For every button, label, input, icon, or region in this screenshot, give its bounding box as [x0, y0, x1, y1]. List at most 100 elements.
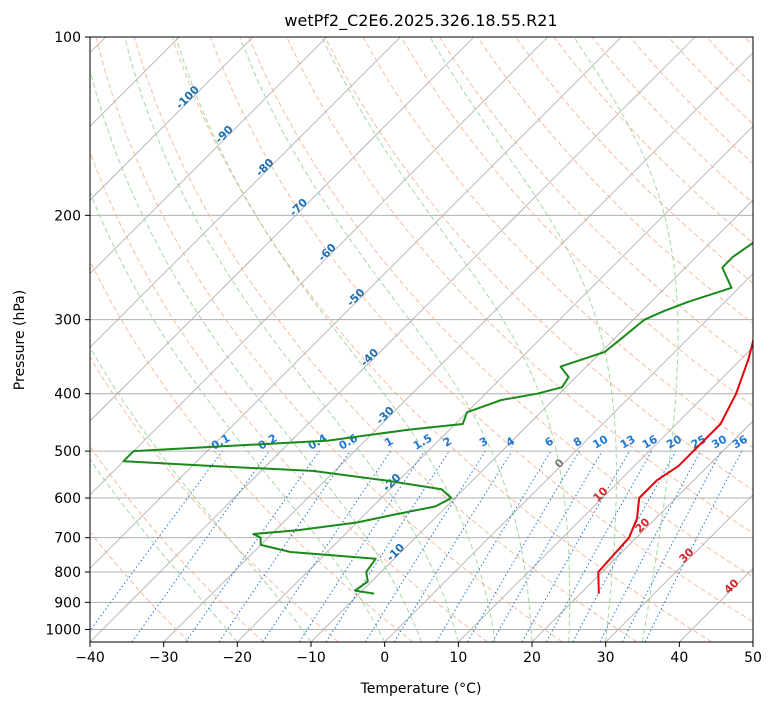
x-tick-label: −20: [223, 650, 253, 666]
isotherm-line: [605, 494, 753, 642]
x-tick-label: −10: [296, 650, 326, 666]
isotherm-line: [90, 37, 696, 642]
moist-adiabat-line: [239, 37, 533, 642]
x-tick-label: 40: [670, 650, 688, 666]
chart-title: wetPf2_C2E6.2025.326.18.55.R21: [284, 11, 557, 31]
mixing-ratio-line: [131, 450, 270, 642]
mixing-ratio-label: 1: [382, 435, 395, 450]
moist-adiabat-line: [90, 67, 422, 642]
isotherm-line: [90, 37, 475, 422]
grid-lines: [90, 37, 753, 642]
dry-adiabat-line: [90, 531, 190, 642]
x-tick-label: 20: [523, 650, 541, 666]
x-tick-label: 0: [380, 650, 389, 666]
temperature-line: [597, 337, 753, 594]
mixing-ratio-line: [467, 450, 580, 642]
dry-adiabat-line: [477, 37, 753, 325]
y-tick-label: 600: [54, 491, 81, 507]
isotherm-line: [163, 52, 753, 642]
mixing-ratio-label: 25: [689, 433, 709, 452]
mixing-ratio-line: [572, 450, 677, 642]
mixing-ratio-label: 8: [571, 435, 584, 450]
mixing-ratio-label: 1.5: [411, 432, 434, 453]
dry-adiabat-line: [438, 37, 753, 366]
dry-adiabat-line: [515, 37, 753, 284]
mixing-ratio-label: 16: [640, 432, 660, 451]
dry-adiabat-line: [744, 37, 753, 47]
mixing-ratio-line: [435, 450, 552, 642]
mixing-ratio-label: 30: [709, 432, 729, 451]
mixing-ratio-line: [491, 450, 603, 642]
y-tick-label: 100: [54, 30, 81, 46]
x-tick-label: −40: [75, 650, 105, 666]
y-tick-label: 700: [54, 531, 81, 547]
dry-adiabat-line: [95, 37, 563, 642]
dry-adiabat-line: [553, 37, 753, 244]
dry-adiabat-line: [324, 37, 753, 491]
profiles: [122, 241, 753, 595]
mixing-ratio-line: [521, 450, 630, 642]
adiabat-label: 0: [552, 456, 567, 471]
plot-area: 0.1 0.2 0.4 0.6 1 1.5 2 3 4 6 8 10 13 16 20 25 30 36-100-…: [90, 37, 753, 642]
mixing-ratio-label: 20: [664, 432, 684, 451]
isotherm-line: [237, 125, 753, 642]
dry-adiabat-line: [210, 37, 753, 623]
plot-frame: [89, 36, 754, 643]
isotherm-label: -80: [253, 156, 276, 179]
mixing-ratio-line: [262, 450, 392, 642]
dry-adiabat-line: [362, 37, 753, 449]
line-labels: 0.1 0.2 0.4 0.6 1 1.5 2 3 4 6 8 10 13 16 20 25 30 36-100-…: [173, 83, 750, 597]
isotherm-label: -50: [344, 286, 367, 309]
adiabat-label: 10: [591, 484, 611, 504]
moist-adiabat-line: [90, 190, 386, 642]
adiabat-label: 40: [722, 576, 742, 596]
x-tick-label: 50: [744, 650, 762, 666]
dewpoint-line: [122, 241, 753, 595]
y-tick-label: 1000: [45, 622, 81, 638]
x-axis-ticks: −40 −30 −20 −10 0 10 20 30 40 50: [75, 642, 762, 666]
dry-adiabat-line: [133, 37, 638, 642]
moist-adiabat-line: [429, 37, 617, 642]
moist-adiabat-line: [573, 37, 679, 642]
mixing-ratio-label: 10: [591, 432, 611, 451]
dry-adiabat-line: [591, 37, 753, 204]
isotherm-label: -100: [173, 83, 202, 112]
background-lines: [90, 37, 753, 642]
y-tick-label: 800: [54, 565, 81, 581]
adiabat-label: 30: [677, 545, 697, 565]
mixing-ratio-label: 3: [477, 435, 490, 450]
isotherm-line: [90, 37, 401, 348]
mixing-ratio-line: [218, 450, 351, 642]
dry-adiabat-line: [248, 37, 753, 578]
isotherm-line: [531, 420, 753, 642]
mixing-ratio-line: [325, 450, 450, 642]
isotherm-label: -10: [384, 541, 407, 564]
mixing-ratio-line: [90, 450, 223, 632]
dry-adiabat-line: [706, 37, 753, 86]
isotherm-line: [90, 37, 254, 201]
mixing-ratio-line: [185, 450, 320, 642]
dry-adiabat-line: [90, 150, 488, 642]
moist-adiabat-line: [90, 458, 238, 642]
mixing-ratio-line: [364, 450, 486, 642]
mixing-ratio-label: 0.2: [256, 432, 279, 453]
mixing-ratio-line: [393, 450, 513, 642]
isotherm-line: [310, 199, 753, 642]
y-tick-label: 400: [54, 387, 81, 403]
moist-adiabat-line: [175, 37, 496, 642]
adiabat-label: 20: [633, 515, 653, 535]
x-tick-label: 30: [597, 650, 615, 666]
moist-adiabat-line: [124, 37, 459, 642]
isotherm-line: [90, 37, 622, 569]
mixing-ratio-line: [545, 450, 653, 642]
dry-adiabat-line: [286, 37, 753, 534]
isotherm-label: -90: [213, 123, 236, 146]
isotherm-label: -60: [316, 241, 339, 264]
isotherm-line: [384, 273, 753, 642]
y-axis-label: Pressure (hPa): [12, 290, 28, 390]
dry-adiabat-line: [171, 37, 712, 642]
isotherm-label: -40: [358, 346, 381, 369]
mixing-ratio-label: 13: [618, 433, 638, 452]
mixing-ratio-label: 36: [730, 432, 750, 451]
moist-adiabat-line: [90, 346, 312, 642]
